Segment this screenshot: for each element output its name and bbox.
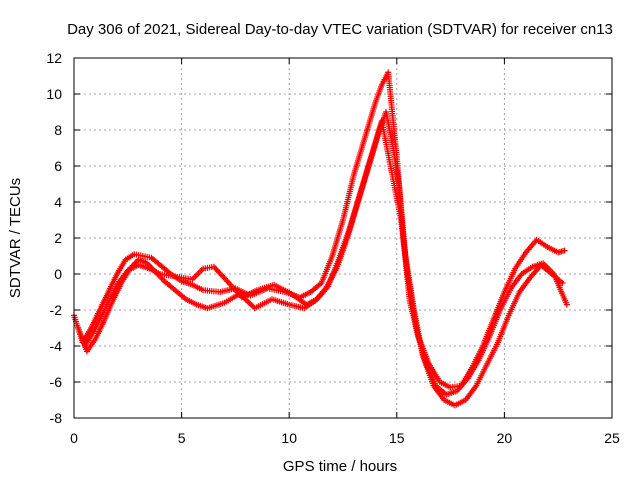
series-track-3 [81,118,570,398]
y-tick-label: -6 [50,374,63,390]
data-point [563,301,570,308]
y-tick-label: -4 [50,338,63,354]
plot-frame [73,57,613,419]
y-tick-label: -8 [50,410,63,426]
track-marker [223,277,230,284]
track-marker [216,269,223,276]
y-tick-label: 4 [54,194,62,210]
track-marker [220,274,227,281]
data-point [561,247,568,254]
x-tick-label: 5 [178,430,186,446]
x-tick-label: 25 [604,430,620,446]
track-marker [217,271,224,278]
y-tick-label: -2 [50,302,63,318]
track-marker [214,268,221,275]
data-points [71,69,570,409]
chart-title: Day 306 of 2021, Sidereal Day-to-day VTE… [67,21,613,38]
y-tick-label: 2 [54,230,62,246]
series-track-1 [71,69,568,391]
y-tick-label: 8 [54,122,62,138]
axis-ticks: 0 5 10 15 20 25 -8 -6 -4 -2 0 2 4 6 8 10 12 [46,50,620,446]
y-tick-label: 10 [46,86,62,102]
y-axis-label: SDTVAR / TECUs [7,178,24,298]
track-marker [221,275,228,282]
track-marker [212,265,219,272]
x-tick-label: 0 [70,430,78,446]
y-tick-label: 12 [46,50,62,66]
x-tick-label: 20 [497,430,513,446]
x-axis-label: GPS time / hours [283,458,397,475]
y-tick-label: 6 [54,158,62,174]
y-tick-label: 0 [54,266,62,282]
x-tick-label: 10 [281,430,297,446]
grid-lines [74,58,612,418]
track-marker [224,278,231,285]
x-tick-label: 15 [389,430,405,446]
